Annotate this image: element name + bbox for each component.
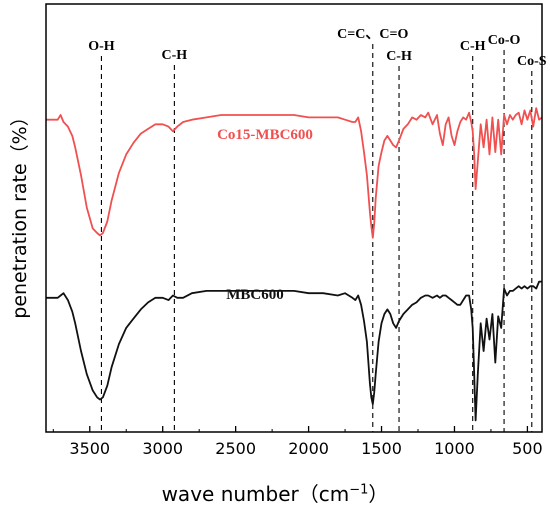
peak-label-7: Co-S — [517, 54, 547, 69]
x-tick-label-2500: 2500 — [215, 439, 256, 458]
series-group — [46, 107, 543, 422]
x-tick-label-3500: 3500 — [69, 439, 110, 458]
peak-label-3: C=C、C=O — [337, 27, 408, 42]
series-labels: Co15-MBC600 MBC600 — [217, 127, 313, 303]
series-line-1 — [46, 107, 543, 239]
peak-annotations: O-HC-HC=C、C=OC-HC-H Co-OCo-S — [88, 27, 547, 432]
x-axis-unit-base: cm — [318, 482, 350, 506]
x-axis-label: wave number（cm−1） — [161, 482, 389, 506]
peak-label-6: Co-O — [488, 33, 521, 48]
x-tick-label-1500: 1500 — [361, 439, 402, 458]
x-tick-label-2000: 2000 — [288, 439, 329, 458]
x-axis: 3500 3000 2500 2000 1500 1000 500 — [52, 426, 543, 458]
x-tick-label-500: 500 — [512, 439, 543, 458]
series-line-2 — [46, 280, 542, 422]
x-tick-label-1000: 1000 — [434, 439, 475, 458]
x-tick-label-3000: 3000 — [142, 439, 183, 458]
peak-label-5: C-H — [460, 39, 486, 54]
peak-label-2: C-H — [162, 48, 188, 63]
y-axis-label: penetration rate（%） — [9, 107, 31, 319]
series-label-2: MBC600 — [226, 287, 284, 303]
plot-frame — [45, 3, 543, 433]
peak-label-1: O-H — [88, 39, 115, 54]
series-label-1: Co15-MBC600 — [217, 127, 313, 143]
x-axis-unit-exp: −1 — [349, 482, 369, 498]
x-axis-label-text: wave number — [161, 482, 299, 506]
peak-label-4: C-H — [386, 49, 412, 64]
